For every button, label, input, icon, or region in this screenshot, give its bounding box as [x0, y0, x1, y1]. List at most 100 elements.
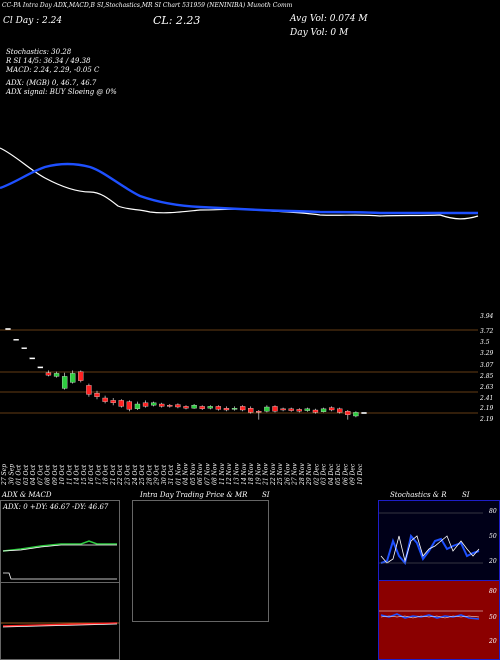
candle-body: [223, 408, 230, 411]
macd-readout: MACD: 2.24, 2.29, -0.05 C: [6, 66, 100, 74]
intraday-panel-title: Intra Day Trading Price & MR: [140, 491, 248, 499]
candle-body: [345, 411, 351, 415]
rsi-axis-label: 20: [488, 638, 497, 645]
candle-body: [264, 406, 270, 412]
candle-body: [239, 406, 246, 411]
price-axis-label: 3.72: [480, 328, 494, 335]
candle-body: [256, 411, 262, 413]
mrsi-line: [380, 615, 480, 619]
adx-panel-title: ADX & MACD: [2, 491, 52, 499]
candle-body: [61, 376, 68, 389]
stoch-panel-title: Stochastics & R: [390, 491, 447, 499]
candle-body: [110, 400, 116, 403]
date-axis-label: 05 Nov: [190, 463, 197, 485]
candle-body: [175, 404, 181, 408]
stoch-axis-label: 50: [489, 533, 497, 540]
macd-signal-line: [2, 622, 118, 627]
candle-body: [304, 408, 311, 411]
date-axis-label: 24 Oct: [132, 464, 139, 486]
macd-panel: [0, 582, 120, 660]
candle-body: [159, 403, 165, 407]
date-axis-label: 25 Oct: [139, 464, 146, 486]
rsi-axis-label: 80: [489, 588, 497, 595]
candle-body: [142, 402, 149, 407]
date-axis-label: 08 Oct: [45, 464, 52, 485]
date-axis-label: 12 Nov: [226, 463, 233, 485]
date-axis-label: 21 Nov: [263, 463, 270, 486]
price-axis-label: 2.19: [479, 405, 494, 412]
date-axis-label: 21 Oct: [110, 464, 117, 486]
candle-body: [361, 412, 367, 414]
date-axis-label: 11 Oct: [66, 464, 73, 485]
rsi-panel: 80 50 20: [378, 580, 500, 660]
date-axis-label: 18 Nov: [248, 463, 255, 485]
date-axis-label: 04 Oct: [30, 464, 37, 485]
date-axis-label: 06 Nov: [197, 463, 204, 485]
date-axis-label: 09 Dec: [350, 463, 357, 485]
stochastics-panel: 80 50 20: [378, 500, 500, 582]
date-axis-label: 28 Oct: [146, 464, 153, 486]
price-axis-label: 2.85: [479, 373, 494, 380]
candle-body: [78, 371, 84, 381]
date-axis-label: 30 Oct: [161, 464, 168, 485]
date-axis-label: 29 Oct: [154, 464, 161, 486]
date-axis-label: 15 Oct: [81, 464, 88, 485]
candle-body: [312, 409, 319, 413]
candle-body: [167, 405, 173, 407]
date-axis-label: 22 Oct: [117, 464, 124, 486]
candle-body: [231, 408, 238, 410]
date-axis-label: 27 Nov: [292, 463, 299, 486]
price-line: [0, 147, 479, 220]
intraday-panel-title-suffix: SI: [262, 491, 270, 499]
price-axis-label: 3.5: [480, 339, 490, 346]
minus-di-line: [2, 544, 117, 552]
candle-body: [353, 412, 359, 417]
candle-body: [328, 407, 335, 411]
date-axis-label: 14 Nov: [241, 463, 248, 485]
date-axis-label: 30 Sep: [8, 464, 15, 485]
rsi-line: [380, 613, 480, 620]
candle-body: [288, 408, 294, 411]
date-axis-label: 01 Oct: [16, 464, 23, 485]
candle-body: [183, 406, 189, 409]
date-axis-label: 31 Oct: [168, 464, 175, 485]
stochastics-readout: Stochastics: 30.28: [6, 48, 72, 56]
stoch-axis-label: 20: [488, 558, 497, 565]
price-axis-label: 3.94: [480, 313, 494, 320]
candle-body: [280, 408, 286, 411]
date-axis-label: 07 Nov: [204, 463, 211, 485]
adx-readout: ADX: (MGB) 0, 46.7, 46.7: [6, 79, 97, 87]
candle-body: [320, 408, 327, 412]
date-axis-label: 03 Oct: [23, 464, 30, 485]
date-axis-label: 07 Oct: [37, 464, 44, 485]
date-axis-label: 28 Nov: [299, 463, 306, 486]
price-axis-label: 2.41: [479, 395, 493, 402]
close-day-value: Cl Day : 2.24: [3, 16, 63, 26]
adx-signal-readout: ADX signal: BUY Sloeing @ 0%: [6, 88, 117, 96]
stoch-axis-label: 80: [489, 508, 497, 515]
close-value: CL: 2.23: [153, 14, 201, 27]
date-axis-label: 17 Oct: [95, 464, 102, 485]
stoch-k-line: [380, 533, 480, 566]
day-volume: Day Vol: 0 M: [290, 28, 349, 38]
moving-average-chart: [0, 147, 479, 331]
avg-volume: Avg Vol: 0.074 M: [290, 14, 368, 24]
candle-body: [199, 406, 205, 409]
candle-body: [337, 408, 343, 413]
candle-body: [53, 373, 60, 377]
date-axis-label: 19 Nov: [255, 463, 262, 485]
candle-body: [102, 397, 108, 402]
candle-body: [118, 400, 124, 407]
price-axis-label: 2.63: [479, 384, 494, 391]
candle-body: [126, 401, 133, 410]
candle-body: [296, 409, 302, 412]
candle-body: [5, 328, 11, 330]
stoch-panel-title-suffix: SI: [462, 491, 470, 499]
date-axis-label: 03 Dec: [321, 463, 328, 485]
rsi-readout: R SI 14/5: 36.34 / 49.38: [6, 57, 91, 65]
adx-values: ADX: 0 +DY: 46.67 -DY: 46.67: [3, 503, 109, 511]
stoch-d-line: [380, 535, 480, 564]
candle-body: [272, 406, 278, 412]
candle-body: [29, 357, 35, 360]
date-axis-label: 18 Oct: [103, 464, 110, 485]
